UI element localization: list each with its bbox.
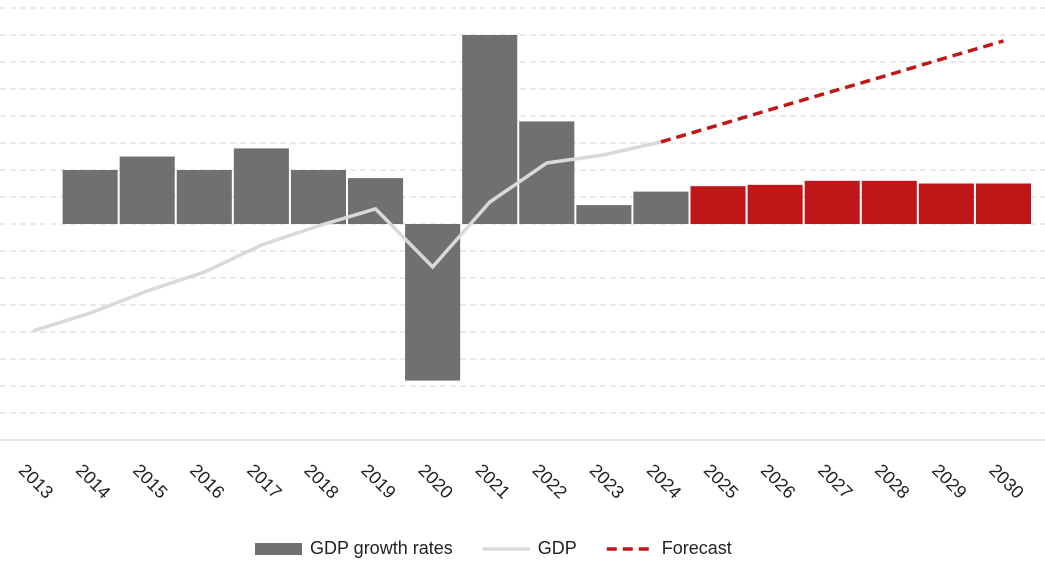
x-tick-label: 2017 xyxy=(243,460,285,502)
bar xyxy=(633,191,689,224)
x-tick-label: 2030 xyxy=(985,460,1027,502)
bar xyxy=(519,121,575,224)
bar xyxy=(804,180,860,224)
x-tick-label: 2029 xyxy=(928,460,970,502)
bar xyxy=(176,170,232,224)
bar xyxy=(861,180,917,224)
bar xyxy=(233,148,289,224)
bar xyxy=(348,178,404,224)
x-tick-label: 2014 xyxy=(72,460,114,502)
legend-label: GDP growth rates xyxy=(310,538,453,558)
bar xyxy=(918,183,974,224)
x-tick-label: 2024 xyxy=(643,460,685,502)
legend: GDP growth rates GDP Forecast xyxy=(255,538,732,558)
bar xyxy=(62,170,118,224)
x-tick-label: 2021 xyxy=(472,460,514,502)
bar xyxy=(747,184,803,224)
bar xyxy=(290,170,346,224)
x-tick-label: 2016 xyxy=(186,460,228,502)
x-tick-label: 2022 xyxy=(529,460,571,502)
legend-label: Forecast xyxy=(662,538,732,558)
x-tick-label: 2025 xyxy=(700,460,742,502)
x-tick-label: 2020 xyxy=(414,460,456,502)
bar xyxy=(119,156,175,224)
legend-label: GDP xyxy=(538,538,577,558)
bar xyxy=(975,183,1031,224)
x-tick-label: 2019 xyxy=(357,460,399,502)
x-tick-label: 2026 xyxy=(757,460,799,502)
x-tick-label: 2015 xyxy=(129,460,171,502)
x-tick-label: 2018 xyxy=(300,460,342,502)
x-tick-label: 2027 xyxy=(814,460,856,502)
x-tick-label: 2013 xyxy=(15,460,57,502)
x-tick-label: 2023 xyxy=(586,460,628,502)
x-tick-label: 2028 xyxy=(871,460,913,502)
bar xyxy=(462,35,518,224)
line xyxy=(32,140,662,333)
bar xyxy=(576,205,632,224)
bar xyxy=(690,186,746,224)
legend-swatch xyxy=(255,543,302,555)
line xyxy=(660,39,1004,144)
